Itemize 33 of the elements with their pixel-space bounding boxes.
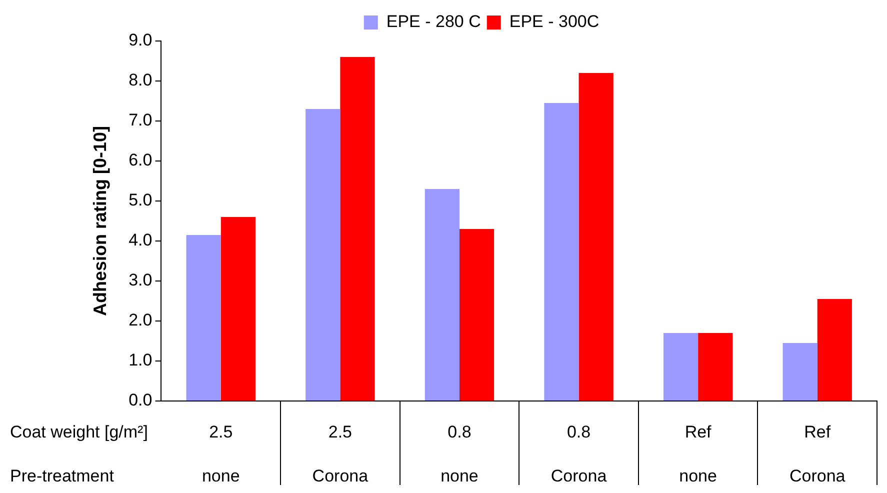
y-tick-label: 9.0 xyxy=(128,30,152,50)
category-label: 2.5 none xyxy=(202,422,240,486)
bar xyxy=(340,57,375,400)
bar xyxy=(817,299,852,400)
bar xyxy=(782,343,818,400)
text: Pre-treatment xyxy=(10,466,114,486)
bar xyxy=(306,109,340,400)
y-tick-label: 3.0 xyxy=(128,270,152,290)
bar xyxy=(663,333,698,400)
y-tick-label: 2.0 xyxy=(128,310,152,330)
bar xyxy=(698,333,733,400)
bar xyxy=(186,235,221,400)
y-axis-title: Adhesion rating [0-10] xyxy=(90,126,110,316)
category-label: Ref Corona xyxy=(789,422,846,486)
bar xyxy=(578,73,614,400)
bar xyxy=(220,217,256,400)
y-tick-label: 0.0 xyxy=(128,390,152,410)
legend-label: EPE - 300C xyxy=(509,12,600,32)
text: Coat weight [g/m²] xyxy=(10,422,148,442)
y-tick-label: 7.0 xyxy=(128,110,152,130)
y-tick-label: 8.0 xyxy=(128,70,152,90)
bar xyxy=(424,189,460,400)
bar xyxy=(459,229,494,400)
category-label: 0.8 Corona xyxy=(550,422,607,486)
category-label: 0.8 none xyxy=(440,422,478,486)
category-label: 2.5 Corona xyxy=(312,422,368,486)
y-tick-label: 4.0 xyxy=(128,230,152,250)
bar xyxy=(544,103,579,400)
y-tick-label: 5.0 xyxy=(128,190,152,210)
y-tick-label: 1.0 xyxy=(128,350,152,370)
category-label: Ref none xyxy=(679,422,717,486)
legend-label: EPE - 280 C xyxy=(386,12,481,32)
y-tick-label: 6.0 xyxy=(128,150,152,170)
